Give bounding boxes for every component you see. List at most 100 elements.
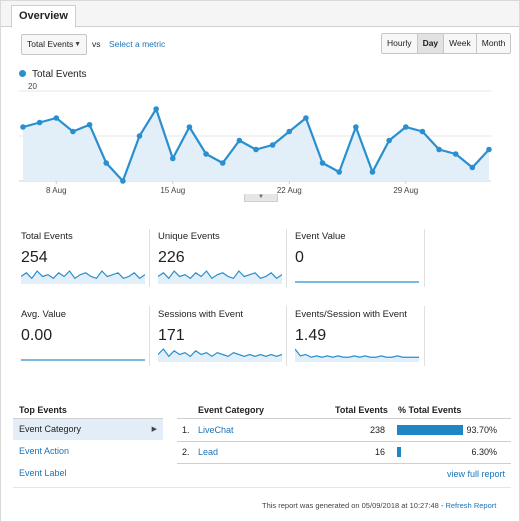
column-header-pct: % Total Events	[398, 405, 462, 415]
data-point[interactable]	[486, 146, 492, 153]
sparkline-path	[295, 348, 419, 358]
scorecard-total-events: Total Events 254	[21, 231, 149, 291]
data-point[interactable]	[53, 115, 60, 121]
series-area	[23, 109, 489, 181]
chart-legend: Total Events	[19, 69, 86, 80]
chart-scroll-handle[interactable]: ▼	[244, 194, 278, 202]
tab-overview[interactable]: Overview	[11, 5, 76, 28]
footer-text: This report was generated on 05/09/2018 …	[262, 501, 446, 510]
dimension-label: Event Category	[19, 424, 82, 434]
scorecard-label: Total Events	[21, 231, 73, 242]
data-point[interactable]	[219, 160, 226, 166]
sparkline-path	[21, 270, 145, 280]
row-category-link[interactable]: Lead	[198, 447, 219, 457]
row-total: 238	[369, 425, 385, 435]
data-point[interactable]	[386, 137, 392, 144]
scorecard-label: Avg. Value	[21, 309, 67, 320]
table-row: 1. LiveChat 238 93.70%	[177, 419, 511, 441]
data-point[interactable]	[286, 128, 293, 135]
data-point[interactable]	[36, 119, 43, 126]
row-category-link[interactable]: LiveChat	[198, 425, 234, 435]
data-point[interactable]	[153, 106, 159, 112]
data-point[interactable]	[253, 146, 259, 153]
data-point[interactable]	[86, 121, 93, 128]
column-header-category: Event Category	[198, 405, 265, 415]
granularity-hourly-button[interactable]: Hourly	[382, 34, 417, 53]
data-point[interactable]	[303, 115, 309, 121]
footer-divider	[13, 487, 511, 488]
data-point[interactable]	[452, 151, 459, 157]
scorecard-events-per-session: Events/Session with Event 1.49	[295, 309, 423, 369]
sparkline	[295, 281, 419, 283]
data-point[interactable]	[353, 124, 359, 130]
granularity-week-button[interactable]: Week	[443, 34, 476, 53]
data-point[interactable]	[436, 146, 442, 153]
vs-label: vs	[92, 39, 101, 49]
divider	[149, 306, 150, 366]
sparkline	[21, 359, 145, 361]
scorecard-value: 0	[295, 249, 304, 266]
top-events-heading: Top Events	[13, 402, 163, 419]
granularity-day-button[interactable]: Day	[416, 34, 444, 53]
data-point[interactable]	[203, 151, 209, 157]
scorecard-label: Unique Events	[158, 231, 220, 242]
sparkline	[21, 270, 145, 284]
divider	[286, 306, 287, 366]
sparkline-path	[158, 348, 282, 358]
sparkline	[158, 270, 282, 284]
row-index: 2.	[182, 447, 190, 457]
chevron-right-icon: ▶	[151, 426, 157, 433]
chevron-down-icon: ▼	[74, 41, 81, 48]
divider	[149, 229, 150, 287]
sparkline	[158, 348, 282, 362]
scorecard-label: Sessions with Event	[158, 309, 244, 320]
data-point[interactable]	[269, 142, 276, 148]
view-full-report-link[interactable]: view full report	[447, 469, 506, 479]
y-tick-label: 20	[28, 83, 37, 91]
divider	[424, 306, 425, 366]
x-tick-label: 15 Aug	[160, 186, 185, 195]
data-point[interactable]	[336, 169, 343, 175]
data-point[interactable]	[186, 124, 193, 130]
dimension-event-label[interactable]: Event Label	[19, 468, 67, 478]
table-divider	[177, 441, 511, 442]
data-point[interactable]	[419, 128, 426, 135]
legend-dot-icon	[19, 70, 26, 77]
granularity-month-button[interactable]: Month	[475, 34, 511, 53]
report-footer: This report was generated on 05/09/2018 …	[262, 501, 496, 510]
granularity-toggle: Hourly Day Week Month	[381, 33, 512, 54]
select-metric-link[interactable]: Select a metric	[109, 39, 166, 49]
dimension-event-category[interactable]: Event Category ▶	[13, 419, 163, 440]
dimension-event-action[interactable]: Event Action	[19, 446, 70, 456]
table-divider	[177, 463, 511, 464]
sparkline-path	[158, 270, 282, 280]
data-point[interactable]	[70, 128, 76, 135]
data-point[interactable]	[120, 178, 126, 184]
data-point[interactable]	[103, 160, 110, 166]
data-point[interactable]	[236, 137, 243, 144]
row-share-bar	[397, 447, 402, 457]
data-point[interactable]	[469, 164, 476, 171]
row-pct: 6.30%	[471, 447, 497, 457]
x-tick-label: 22 Aug	[277, 186, 302, 195]
tab-strip: Overview	[1, 1, 519, 28]
scorecard-sessions-with-event: Sessions with Event 171	[158, 309, 286, 369]
row-pct: 93.70%	[466, 425, 497, 435]
legend-label: Total Events	[32, 69, 87, 80]
data-point[interactable]	[402, 124, 409, 130]
metric-select[interactable]: Total Events ▼	[21, 34, 87, 55]
table-row: 2. Lead 16 6.30%	[177, 441, 511, 463]
scorecard-label: Event Value	[295, 231, 346, 242]
data-point[interactable]	[319, 160, 326, 166]
sparkline-area	[158, 349, 282, 362]
table-divider	[177, 418, 511, 419]
data-point[interactable]	[20, 124, 26, 130]
scorecard-value: 0.00	[21, 327, 53, 344]
data-point[interactable]	[169, 155, 176, 162]
refresh-report-link[interactable]: Refresh Report	[445, 501, 497, 510]
data-point[interactable]	[136, 133, 143, 139]
data-point[interactable]	[369, 169, 376, 175]
divider	[424, 229, 425, 287]
